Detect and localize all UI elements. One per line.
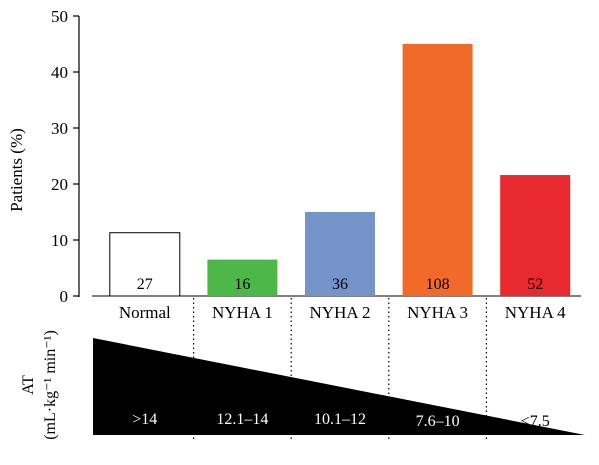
bar-normal <box>109 232 181 297</box>
category-labels: Normal NYHA 1 NYHA 2 NYHA 3 NYHA 4 <box>119 303 566 322</box>
at-range-label: 7.6–10 <box>416 413 460 430</box>
bar-count-label: 16 <box>234 276 250 293</box>
y-tick-label: 40 <box>51 63 68 82</box>
at-range-label: <7.5 <box>521 413 550 430</box>
bar-count-label: 36 <box>332 276 348 293</box>
at-range-label: 12.1–14 <box>216 411 268 428</box>
bar-count-label: 108 <box>426 276 450 293</box>
y-tick-label: 50 <box>51 7 68 26</box>
at-wedge <box>93 338 585 435</box>
at-axis-label: AT <box>20 375 37 395</box>
category-label: Normal <box>119 303 171 322</box>
at-range-label: 10.1–12 <box>314 411 366 428</box>
at-range-label: >14 <box>132 411 157 428</box>
at-axis-unit-label: (mL·kg⁻¹ min⁻¹) <box>42 330 59 440</box>
category-label: NYHA 3 <box>407 303 468 322</box>
bar-nyha-1 <box>207 259 278 296</box>
bar-count-label: 27 <box>137 276 153 293</box>
y-tick-label: 30 <box>51 119 68 138</box>
y-ticks: 0 10 20 30 40 50 <box>51 7 79 306</box>
at-range-labels: >14 12.1–14 10.1–12 7.6–10 <7.5 <box>132 411 549 430</box>
y-tick-label: 10 <box>51 231 68 250</box>
bar-nyha-2 <box>305 212 375 296</box>
bars: 27 16 36 108 52 <box>109 44 571 297</box>
bar-nyha-3 <box>402 44 473 296</box>
bar-count-label: 52 <box>527 276 543 293</box>
y-tick-label: 20 <box>51 175 68 194</box>
category-label: NYHA 4 <box>505 303 566 322</box>
bar-nyha-4 <box>500 175 571 296</box>
y-axis-label: Patients (%) <box>7 128 26 212</box>
category-label: NYHA 1 <box>212 303 273 322</box>
category-label: NYHA 2 <box>310 303 371 322</box>
y-tick-label: 0 <box>60 287 69 306</box>
